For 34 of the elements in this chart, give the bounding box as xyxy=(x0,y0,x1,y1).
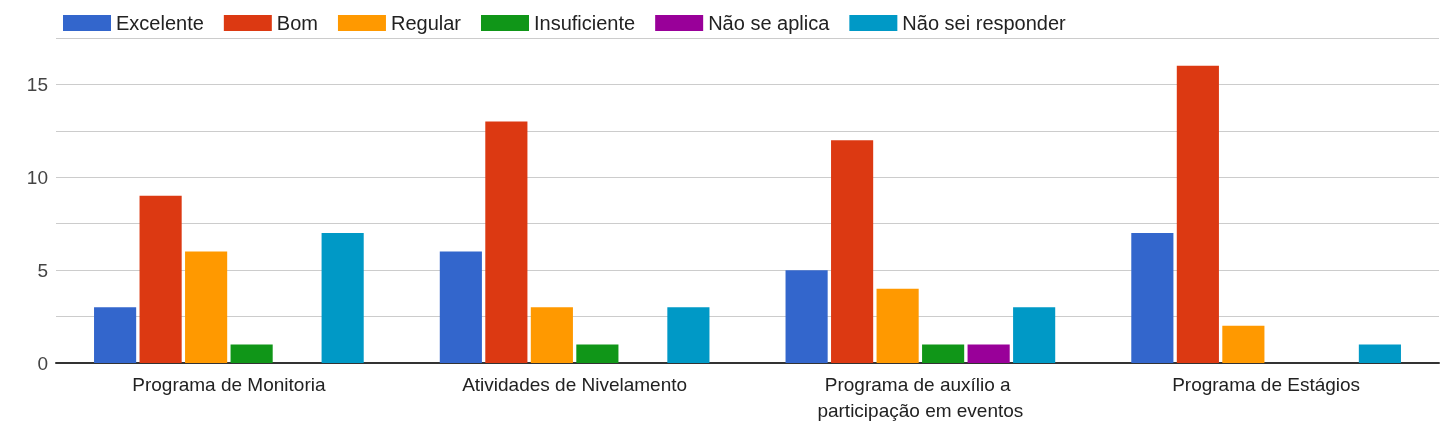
bar xyxy=(439,251,482,363)
bar xyxy=(1013,307,1056,363)
x-tick-label: Programa de Estágios xyxy=(1172,373,1361,395)
bar xyxy=(230,344,273,363)
legend-label: Bom xyxy=(276,12,318,34)
bar xyxy=(922,344,965,363)
bar xyxy=(1131,233,1174,363)
bar xyxy=(831,140,874,363)
y-tick-label: 10 xyxy=(26,166,48,188)
bar xyxy=(139,195,182,363)
legend-label: Excelente xyxy=(116,12,204,34)
y-tick-label: 5 xyxy=(37,259,48,281)
legend-label: Não se aplica xyxy=(708,12,831,34)
legend-label: Insuficiente xyxy=(533,12,636,34)
bar xyxy=(1358,344,1401,363)
bar xyxy=(1176,65,1219,363)
bar xyxy=(321,233,364,363)
bar xyxy=(94,307,137,363)
bar xyxy=(576,344,619,363)
y-tick-label: 15 xyxy=(26,73,48,95)
bar xyxy=(185,251,228,363)
y-tick-label: 0 xyxy=(37,352,48,374)
x-tick-label: Programa de Monitoria xyxy=(132,373,326,395)
bar xyxy=(667,307,710,363)
bar xyxy=(485,121,528,363)
bar xyxy=(530,307,573,363)
bar xyxy=(1222,325,1265,363)
bar xyxy=(967,344,1010,363)
bar xyxy=(785,270,828,363)
bar xyxy=(876,288,919,363)
legend-label: Regular xyxy=(390,12,462,34)
x-tick-label: Atividades de Nivelamento xyxy=(462,373,688,395)
x-tick-label: Programa de auxílio a participação em eventos xyxy=(817,373,1024,421)
legend-label: Não sei responder xyxy=(902,12,1067,34)
